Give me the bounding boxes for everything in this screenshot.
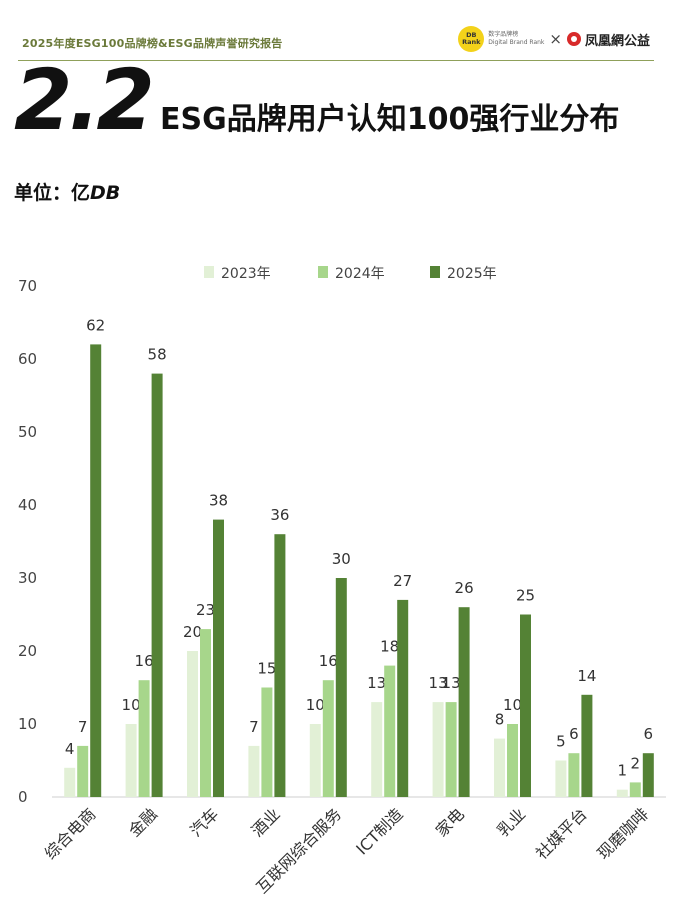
ifeng-logo-icon xyxy=(566,32,581,46)
cross-icon: × xyxy=(549,30,562,48)
bar xyxy=(322,680,334,797)
legend-swatch xyxy=(430,266,440,278)
data-label: 16 xyxy=(135,652,154,670)
y-tick-label: 30 xyxy=(18,569,37,587)
bar xyxy=(335,578,347,797)
data-label: 8 xyxy=(495,711,505,729)
data-label: 15 xyxy=(257,660,276,678)
bar xyxy=(507,724,518,797)
category-label: ICT制造 xyxy=(352,804,406,858)
data-label: 7 xyxy=(78,718,88,736)
bar xyxy=(520,614,531,797)
bar xyxy=(494,738,505,797)
data-label: 13 xyxy=(442,674,461,692)
bar xyxy=(64,767,76,797)
data-label: 4 xyxy=(65,740,75,758)
bar xyxy=(629,782,641,797)
bar xyxy=(125,724,137,797)
y-tick-label: 70 xyxy=(18,277,37,295)
bar xyxy=(248,745,260,797)
data-label: 13 xyxy=(429,674,448,692)
bar xyxy=(581,694,593,797)
bar xyxy=(151,373,163,797)
data-label: 1 xyxy=(618,762,628,780)
unit-prefix: 单位：亿 xyxy=(14,182,91,204)
y-tick-label: 20 xyxy=(18,642,37,660)
logo-group: DB Rank 数字品牌榜 Digital Brand Rank × 凤凰網公益 xyxy=(458,26,650,52)
data-label: 58 xyxy=(148,346,167,364)
category-label: 现磨咖啡 xyxy=(593,804,652,863)
db-rank-logo: DB Rank xyxy=(458,26,485,52)
bar xyxy=(458,607,470,797)
category-label: 金融 xyxy=(125,804,161,840)
data-label: 20 xyxy=(183,623,202,641)
db-rank-text: 数字品牌榜 Digital Brand Rank xyxy=(488,31,544,47)
bar xyxy=(77,745,89,797)
category-label: 社媒平台 xyxy=(532,804,591,863)
bar xyxy=(445,702,457,797)
unit-value: DB xyxy=(90,182,121,204)
bar xyxy=(138,680,150,797)
bar xyxy=(384,665,396,797)
section-number: 2.2 xyxy=(14,51,155,149)
data-label: 16 xyxy=(319,652,338,670)
data-label: 36 xyxy=(270,506,289,524)
bar xyxy=(555,760,567,797)
bar xyxy=(213,519,224,797)
legend-swatch xyxy=(318,266,328,278)
bar xyxy=(261,687,273,797)
data-label: 23 xyxy=(196,601,215,619)
legend-label: 2024年 xyxy=(335,266,385,282)
bar xyxy=(616,789,628,797)
data-label: 38 xyxy=(209,492,228,510)
data-label: 10 xyxy=(306,696,325,714)
db-rank-sub: Digital Brand Rank xyxy=(488,39,545,46)
data-label: 14 xyxy=(577,667,596,685)
report-header: 2025年度ESG100品牌榜&ESG品牌声誉研究报告 DB Rank 数字品牌… xyxy=(18,22,654,61)
category-label: 酒业 xyxy=(248,804,284,840)
data-label: 62 xyxy=(86,316,105,334)
bar xyxy=(90,344,102,797)
category-label: 家电 xyxy=(432,804,468,840)
data-label: 10 xyxy=(122,696,141,714)
report-title: 2025年度ESG100品牌榜&ESG品牌声誉研究报告 xyxy=(22,37,283,50)
unit-label: 单位：亿DB xyxy=(14,178,120,205)
data-label: 13 xyxy=(367,674,386,692)
bar xyxy=(568,753,580,797)
data-label: 27 xyxy=(393,572,412,590)
category-label: 乳业 xyxy=(493,804,529,840)
y-tick-label: 60 xyxy=(18,350,37,368)
data-label: 25 xyxy=(516,587,535,605)
data-label: 6 xyxy=(569,725,579,743)
data-label: 2 xyxy=(631,754,641,772)
data-label: 7 xyxy=(249,718,259,736)
data-label: 18 xyxy=(380,638,399,656)
data-label: 6 xyxy=(644,725,654,743)
bar xyxy=(432,702,444,797)
y-tick-label: 50 xyxy=(18,423,37,441)
y-tick-label: 10 xyxy=(18,715,37,733)
category-label: 综合电商 xyxy=(41,804,100,863)
bar xyxy=(642,753,654,797)
data-label: 30 xyxy=(332,550,351,568)
partner-name: 凤凰網公益 xyxy=(584,33,650,49)
bar xyxy=(274,534,286,797)
category-label: 汽车 xyxy=(186,804,222,840)
data-label: 26 xyxy=(455,579,474,597)
data-label: 5 xyxy=(556,733,566,751)
bar xyxy=(187,651,198,797)
bar xyxy=(371,702,383,797)
y-tick-label: 0 xyxy=(18,788,28,806)
y-tick-label: 40 xyxy=(18,496,37,514)
bar xyxy=(200,629,211,797)
db-rank-name: 数字品牌榜 xyxy=(488,31,519,38)
legend-swatch xyxy=(204,266,214,278)
page-title: ESG品牌用户认知100强行业分布 xyxy=(160,102,620,137)
data-label: 10 xyxy=(503,696,522,714)
bar xyxy=(309,724,321,797)
bar xyxy=(397,599,409,797)
legend-label: 2025年 xyxy=(447,266,497,282)
legend-label: 2023年 xyxy=(221,266,271,282)
